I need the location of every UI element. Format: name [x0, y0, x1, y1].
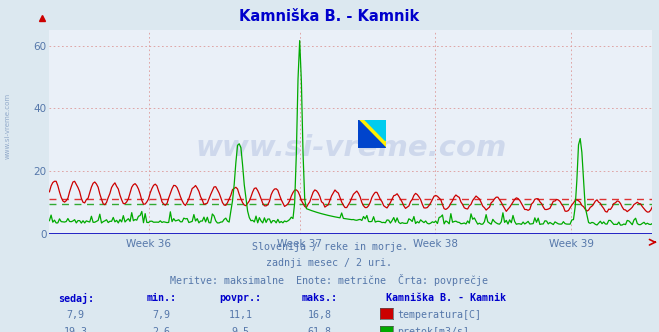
Text: 19,3: 19,3: [64, 327, 88, 332]
Text: 16,8: 16,8: [308, 310, 331, 320]
Text: sedaj:: sedaj:: [58, 293, 94, 304]
Text: 7,9: 7,9: [152, 310, 171, 320]
Text: povpr.:: povpr.:: [219, 293, 262, 303]
Text: www.si-vreme.com: www.si-vreme.com: [5, 93, 11, 159]
Text: 7,9: 7,9: [67, 310, 85, 320]
Text: 2,6: 2,6: [152, 327, 171, 332]
Text: pretok[m3/s]: pretok[m3/s]: [397, 327, 469, 332]
Polygon shape: [358, 120, 386, 148]
Text: Kamniška B. - Kamnik: Kamniška B. - Kamnik: [239, 9, 420, 24]
Text: Meritve: maksimalne  Enote: metrične  Črta: povprečje: Meritve: maksimalne Enote: metrične Črta…: [171, 274, 488, 286]
Text: 9,5: 9,5: [231, 327, 250, 332]
Text: min.:: min.:: [146, 293, 177, 303]
Text: zadnji mesec / 2 uri.: zadnji mesec / 2 uri.: [266, 258, 393, 268]
Text: 11,1: 11,1: [229, 310, 252, 320]
Text: temperatura[C]: temperatura[C]: [397, 310, 481, 320]
Text: 61,8: 61,8: [308, 327, 331, 332]
Text: www.si-vreme.com: www.si-vreme.com: [195, 134, 507, 162]
Text: Slovenija / reke in morje.: Slovenija / reke in morje.: [252, 242, 407, 252]
Text: Kamniška B. - Kamnik: Kamniška B. - Kamnik: [386, 293, 505, 303]
Polygon shape: [365, 120, 386, 141]
Text: maks.:: maks.:: [302, 293, 337, 303]
